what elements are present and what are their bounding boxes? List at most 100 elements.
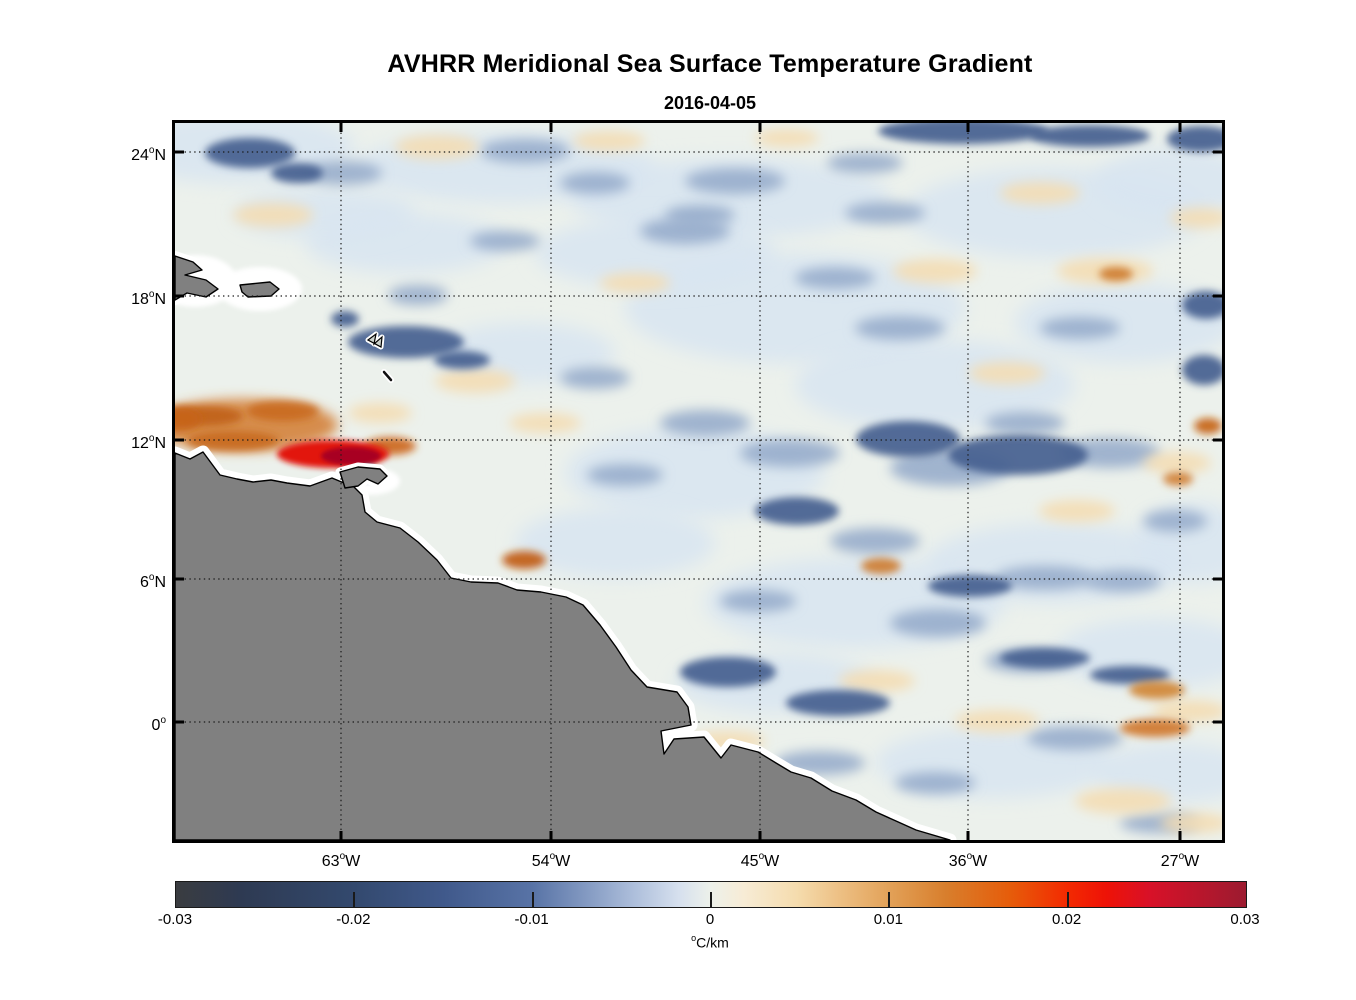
sst-gradient-blob — [660, 410, 750, 436]
sst-gradient-blob — [205, 138, 295, 168]
map-plot-area — [172, 120, 1225, 843]
sst-gradient-blob — [348, 403, 412, 423]
sst-gradient-blob — [1167, 126, 1222, 152]
sst-gradient-blob — [665, 205, 735, 225]
sst-gradient-blob — [321, 447, 381, 465]
sst-gradient-blob — [388, 285, 448, 305]
sst-gradient-blob — [1090, 666, 1170, 684]
sst-gradient-blob — [1182, 355, 1222, 385]
y-tick-label-24N: 24oN — [131, 145, 166, 165]
y-tick-mark — [175, 438, 184, 442]
sst-gradient-blob — [755, 129, 819, 147]
x-tick-label-45W: 45oW — [740, 851, 780, 871]
colorbar-label--0.01: -0.01 — [514, 911, 549, 928]
colorbar-tick-labels: -0.03 -0.02 -0.01 0 0.01 0.02 0.03 — [158, 911, 1260, 931]
sst-gradient-blob — [1085, 570, 1161, 592]
sst-gradient-blob — [1129, 681, 1185, 699]
sst-gradient-blob — [895, 772, 975, 794]
trinidad-landmass — [339, 466, 388, 489]
sst-gradient-blob — [1027, 726, 1123, 750]
x-tick-mark — [966, 123, 970, 132]
sst-gradient-blob — [435, 323, 615, 383]
sst-gradient-blob — [600, 273, 670, 293]
colorbar-label-0.03: 0.03 — [1230, 911, 1260, 928]
y-tick-label-18N: 18oN — [131, 289, 166, 309]
sst-gradient-blob — [1095, 743, 1222, 803]
y-tick-label-6N: 6oN — [139, 572, 166, 592]
colorbar-tick-mark — [888, 892, 891, 907]
x-tick-mark — [966, 831, 970, 840]
sst-gradient-blob — [1000, 648, 1090, 668]
colorbar-tick-mark — [531, 892, 534, 907]
x-tick-mark — [339, 123, 343, 132]
colorbar-tick-mark — [353, 892, 356, 907]
sst-gradient-blob — [1120, 719, 1190, 737]
colorbar-tick-mark — [1066, 892, 1069, 907]
sst-gradient-blob — [515, 508, 715, 578]
sst-gradient-blob — [187, 431, 279, 451]
y-tick-mark — [175, 294, 184, 298]
sst-gradient-blob — [1075, 788, 1171, 814]
sst-gradient-blob — [587, 464, 663, 486]
y-tick-label-12N: 12oN — [131, 433, 166, 453]
sst-gradient-blob — [1039, 500, 1115, 522]
sst-gradient-blob — [1095, 148, 1222, 218]
sst-gradient-blob — [560, 367, 630, 389]
sst-gradient-blob — [175, 407, 201, 431]
x-tick-mark — [1178, 123, 1182, 132]
y-tick-mark — [175, 577, 184, 581]
sst-gradient-blob — [890, 609, 986, 637]
sst-gradient-blob — [680, 657, 776, 687]
sst-gradient-blob — [1099, 267, 1133, 281]
colorbar-label-0: 0 — [705, 911, 715, 928]
sst-gradient-blob — [560, 172, 630, 194]
colorbar-label-0.01: 0.01 — [873, 911, 903, 928]
x-tick-label-36W: 36oW — [948, 851, 988, 871]
sst-gradient-blob — [480, 139, 570, 163]
guadeloupe-island-outline — [366, 332, 383, 348]
y-tick-mark — [1213, 150, 1222, 154]
sst-gradient-blob — [948, 435, 1088, 475]
colorbar-label-0.02: 0.02 — [1052, 911, 1082, 928]
sst-gradient-blob — [755, 497, 839, 525]
sst-gradient-blob — [509, 413, 581, 433]
sst-gradient-blob — [271, 163, 323, 183]
sst-gradient-blob — [861, 558, 901, 574]
x-tick-label-63W: 63oW — [321, 851, 361, 871]
y-tick-mark — [1213, 720, 1222, 724]
puerto-rico-landmass — [239, 281, 280, 298]
sst-gradient-map — [175, 123, 1222, 840]
x-tick-mark — [549, 831, 553, 840]
sst-gradient-blob — [830, 528, 920, 554]
sst-gradient-blob — [1170, 208, 1222, 228]
x-tick-mark — [549, 123, 553, 132]
x-tick-label-27W: 27oW — [1160, 851, 1200, 871]
sst-gradient-blob — [878, 123, 1048, 144]
sst-gradient-blob — [786, 690, 890, 716]
sst-gradient-blob — [1015, 283, 1222, 363]
y-tick-mark — [1213, 577, 1222, 581]
sst-gradient-blob — [955, 710, 1039, 732]
sst-gradient-blob — [1194, 418, 1222, 434]
sst-gradient-blob — [995, 566, 1095, 590]
sst-gradient-blob — [893, 259, 977, 283]
sst-gradient-blob — [302, 161, 382, 185]
x-tick-mark — [758, 123, 762, 132]
y-tick-mark — [175, 720, 184, 724]
sst-gradient-blob — [985, 412, 1065, 434]
sst-gradient-blob — [928, 575, 1012, 597]
sst-gradient-blob — [740, 439, 840, 467]
sst-gradient-blob — [1152, 700, 1222, 722]
sst-gradient-blob — [247, 401, 319, 421]
sst-gradient-blob — [685, 168, 785, 194]
sst-gradient-blob — [1163, 472, 1193, 486]
sst-gradient-blob — [331, 311, 359, 327]
sst-gradient-blob — [435, 369, 515, 393]
sst-gradient-blob — [839, 670, 915, 692]
colorbar-tick-mark — [710, 892, 712, 907]
x-tick-label-54W: 54oW — [531, 851, 571, 871]
chart-date-subtitle: 2016-04-05 — [663, 93, 757, 113]
sst-gradient-blob — [969, 362, 1045, 384]
sst-gradient-blob — [502, 551, 546, 569]
